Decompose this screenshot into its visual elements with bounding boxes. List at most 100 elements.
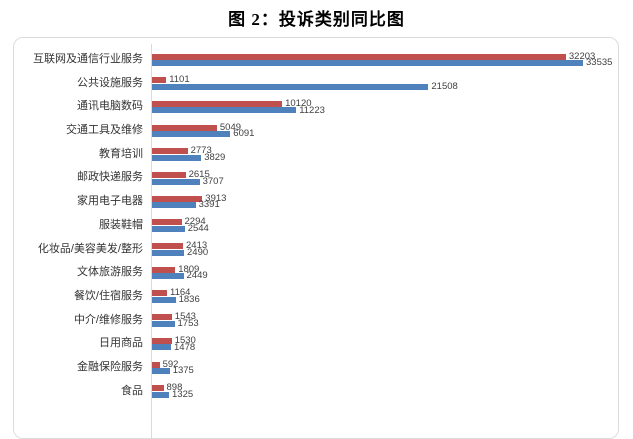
category-label: 中介/维修服务 <box>73 313 143 326</box>
blue-series-value-label: 2449 <box>186 270 208 282</box>
red-series-bar <box>152 172 186 179</box>
blue-series-bar <box>152 202 196 209</box>
bar-group: 32203 33535 <box>151 48 612 72</box>
blue-series-bar <box>152 249 184 256</box>
category-label: 教育培训 <box>99 147 143 160</box>
red-series-value-label: 1101 <box>169 74 190 86</box>
blue-series-bar <box>152 83 429 90</box>
category-label: 餐饮/住宿服务 <box>73 289 143 302</box>
chart-row: 交通工具及维修 5049 6091 <box>14 119 612 143</box>
blue-series-bar <box>152 273 184 280</box>
red-series-bar <box>152 385 164 392</box>
red-series-value-label: 10120 <box>285 97 312 109</box>
category-label: 家用电子电器 <box>77 195 143 208</box>
chart-row: 化妆品/美容美发/整形 2413 2490 <box>14 238 612 262</box>
chart-row: 通讯电脑数码 10120 11223 <box>14 95 612 119</box>
bar-group: 898 1325 <box>151 380 612 404</box>
plot-area: 互联网及通信行业服务 32203 33535 公共设施服务 1101 21508 通讯电脑数… <box>14 48 612 403</box>
category-label: 互联网及通信行业服务 <box>33 53 143 65</box>
blue-series-bar <box>152 107 297 114</box>
chart-row: 文体旅游服务 1809 2449 <box>14 261 612 285</box>
red-series-value-label: 592 <box>162 358 179 370</box>
bar-group: 2294 2544 <box>151 214 612 238</box>
blue-series-bar <box>152 368 170 375</box>
bar-group: 2413 2490 <box>151 238 612 262</box>
blue-series-bar <box>152 344 171 351</box>
red-series-value-label: 32203 <box>568 50 596 62</box>
red-series-bar <box>152 100 283 107</box>
red-series-bar <box>152 124 217 131</box>
blue-series-bar <box>152 225 185 232</box>
chart-row: 中介/维修服务 1543 1753 <box>14 309 612 333</box>
category-label: 通讯电脑数码 <box>77 100 143 113</box>
blue-series-value-label: 1325 <box>172 388 194 400</box>
chart-row: 日用商品 1530 1478 <box>14 332 612 356</box>
bar-group: 5049 6091 <box>151 119 612 143</box>
red-series-value-label: 3913 <box>205 192 227 204</box>
red-series-value-label: 898 <box>166 382 183 394</box>
category-label: 化妆品/美容美发/整形 <box>37 242 143 255</box>
category-label: 食品 <box>121 384 143 397</box>
blue-series-bar <box>152 296 176 303</box>
chart-row: 金融保险服务 592 1375 <box>14 356 612 380</box>
blue-series-bar <box>152 320 175 327</box>
blue-series-bar <box>152 154 202 161</box>
red-series-bar <box>152 243 183 250</box>
blue-series-bar <box>152 60 583 67</box>
red-series-value-label: 2773 <box>190 145 212 157</box>
red-series-bar <box>152 148 188 155</box>
category-label: 文体旅游服务 <box>77 266 143 279</box>
category-label: 公共设施服务 <box>77 76 143 89</box>
chart-title: 图 2：投诉类别同比图 <box>228 10 405 29</box>
bar-group: 3913 3391 <box>151 190 612 214</box>
bar-group: 592 1375 <box>151 356 612 380</box>
chart-row: 餐饮/住宿服务 1164 1836 <box>14 285 612 309</box>
red-series-bar <box>152 195 203 202</box>
red-series-bar <box>152 337 172 344</box>
blue-series-value-label: 1478 <box>174 341 196 353</box>
blue-series-value-label: 11223 <box>299 104 325 116</box>
category-label: 邮政快递服务 <box>77 171 143 184</box>
blue-series-value-label: 2544 <box>187 223 209 235</box>
bar-group: 1101 21508 <box>151 72 612 96</box>
chart-row: 服装鞋帽 2294 2544 <box>14 214 612 238</box>
chart-row: 教育培训 2773 3829 <box>14 143 612 167</box>
bar-group: 1530 1478 <box>151 332 612 356</box>
red-series-value-label: 5049 <box>219 121 242 133</box>
red-series-bar <box>152 53 566 60</box>
red-series-bar <box>152 290 167 297</box>
category-label: 交通工具及维修 <box>66 124 143 137</box>
category-label: 金融保险服务 <box>77 360 143 373</box>
category-label: 日用商品 <box>99 337 143 350</box>
page: { "chart_data": { "type": "bar", "orient… <box>13 10 619 439</box>
blue-series-value-label: 1753 <box>177 317 199 329</box>
bar-group: 2615 3707 <box>151 166 612 190</box>
blue-series-value-label: 6091 <box>233 128 255 140</box>
category-label: 服装鞋帽 <box>99 218 143 231</box>
bar-group: 1543 1753 <box>151 309 612 333</box>
chart-row: 邮政快递服务 2615 3707 <box>14 166 612 190</box>
bar-group: 1164 1836 <box>151 285 612 309</box>
red-series-bar <box>152 266 176 273</box>
red-series-bar <box>152 219 182 226</box>
red-series-bar <box>152 77 167 84</box>
chart-row: 互联网及通信行业服务 32203 33535 <box>14 48 612 72</box>
blue-series-bar <box>152 391 169 398</box>
chart-row: 家用电子电器 3913 3391 <box>14 190 612 214</box>
chart-row: 公共设施服务 1101 21508 <box>14 72 612 96</box>
red-series-value-label: 2615 <box>188 169 210 181</box>
red-series-bar <box>152 314 172 321</box>
red-series-value-label: 2413 <box>186 240 208 252</box>
red-series-value-label: 1530 <box>174 334 196 346</box>
blue-series-value-label: 21508 <box>431 80 458 92</box>
red-series-bar <box>152 361 160 368</box>
bar-group: 2773 3829 <box>151 143 612 167</box>
blue-series-bar <box>152 178 200 185</box>
blue-series-value-label: 3829 <box>204 152 226 164</box>
blue-series-bar <box>152 131 231 138</box>
chart-container: 互联网及通信行业服务 32203 33535 公共设施服务 1101 21508 通讯电脑数… <box>13 37 619 439</box>
blue-series-value-label: 3707 <box>202 175 224 187</box>
chart-row: 食品 898 1325 <box>14 380 612 404</box>
blue-series-value-label: 1375 <box>172 365 194 377</box>
bar-group: 10120 11223 <box>151 95 612 119</box>
